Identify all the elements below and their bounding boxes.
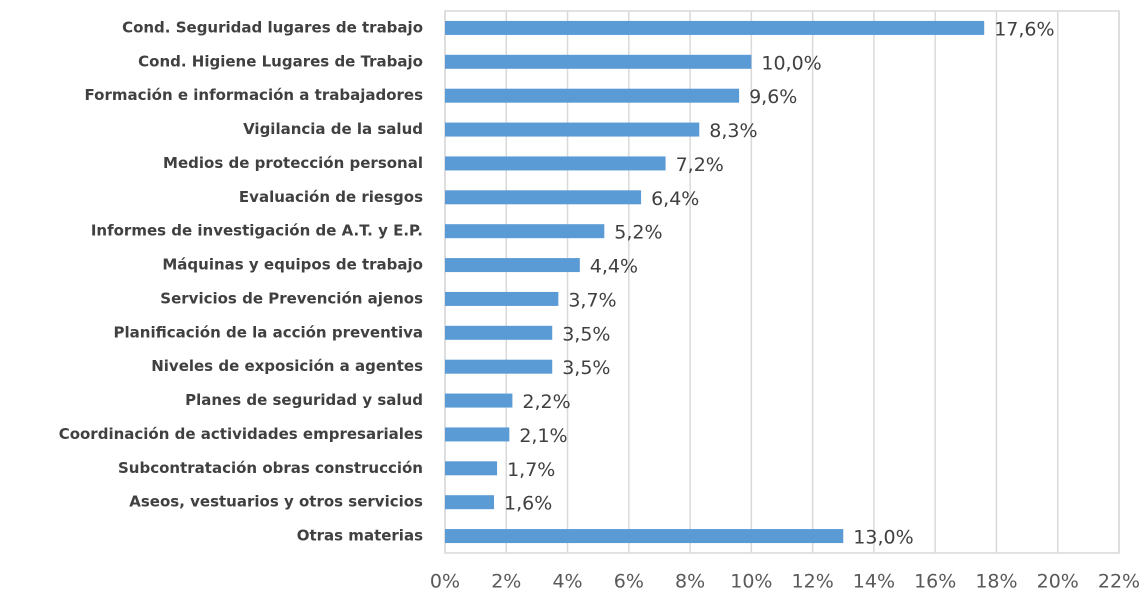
value-label: 3,7% (568, 289, 616, 311)
bar (445, 325, 553, 340)
y-tick-label: Subcontratación obras construcción (118, 459, 423, 477)
value-label: 8,3% (709, 120, 757, 142)
value-label: 5,2% (614, 222, 662, 244)
x-tick-label: 22% (1098, 571, 1140, 593)
y-tick-label: Otras materias (297, 527, 423, 545)
bar (445, 20, 985, 35)
bar (445, 393, 513, 408)
x-tick-label: 12% (792, 571, 834, 593)
value-label: 2,1% (519, 425, 567, 447)
value-label: 2,2% (522, 391, 570, 413)
bar (445, 258, 580, 273)
y-tick-label: Medios de protección personal (163, 154, 423, 172)
bar (445, 156, 666, 171)
value-label: 9,6% (749, 86, 797, 108)
value-label: 13,0% (853, 527, 913, 549)
x-tick-label: 18% (975, 571, 1017, 593)
value-label: 17,6% (994, 18, 1054, 40)
x-tick-label: 10% (730, 571, 772, 593)
bar (445, 122, 700, 137)
y-tick-label: Máquinas y equipos de trabajo (162, 256, 423, 274)
y-tick-label: Coordinación de actividades empresariale… (59, 425, 423, 443)
value-label: 1,7% (507, 459, 555, 481)
x-tick-label: 8% (675, 571, 705, 593)
bar (445, 461, 498, 476)
y-tick-label: Planes de seguridad y salud (185, 391, 423, 409)
value-label: 3,5% (562, 357, 610, 379)
bar (445, 291, 559, 306)
bar (445, 495, 495, 510)
x-tick-label: 6% (614, 571, 644, 593)
plot-border (444, 10, 1120, 554)
y-tick-label: Formación e información a trabajadores (85, 86, 424, 104)
bar (445, 359, 553, 374)
value-label: 4,4% (590, 256, 638, 278)
y-tick-label: Evaluación de riesgos (239, 188, 423, 206)
value-label: 6,4% (651, 188, 699, 210)
value-label: 10,0% (761, 52, 821, 74)
bar (445, 190, 642, 205)
bar (445, 88, 740, 103)
y-tick-label: Planificación de la acción preventiva (114, 323, 423, 341)
bar (445, 54, 752, 69)
value-label: 1,6% (504, 493, 552, 515)
x-tick-label: 0% (430, 571, 460, 593)
y-tick-label: Vigilancia de la salud (243, 120, 423, 138)
bar (445, 427, 510, 442)
y-tick-label: Informes de investigación de A.T. y E.P. (91, 222, 423, 240)
value-label: 7,2% (676, 154, 724, 176)
y-tick-label: Aseos, vestuarios y otros servicios (129, 493, 423, 511)
value-label: 3,5% (562, 323, 610, 345)
x-tick-label: 14% (853, 571, 895, 593)
bar (445, 529, 844, 544)
x-tick-label: 20% (1037, 571, 1079, 593)
y-tick-label: Cond. Seguridad lugares de trabajo (122, 18, 423, 36)
bar (445, 224, 605, 239)
x-tick-label: 2% (491, 571, 521, 593)
x-tick-label: 16% (914, 571, 956, 593)
y-tick-label: Servicios de Prevención ajenos (160, 289, 423, 307)
x-tick-label: 4% (552, 571, 582, 593)
y-tick-label: Cond. Higiene Lugares de Trabajo (138, 52, 423, 70)
y-tick-label: Niveles de exposición a agentes (151, 357, 423, 375)
